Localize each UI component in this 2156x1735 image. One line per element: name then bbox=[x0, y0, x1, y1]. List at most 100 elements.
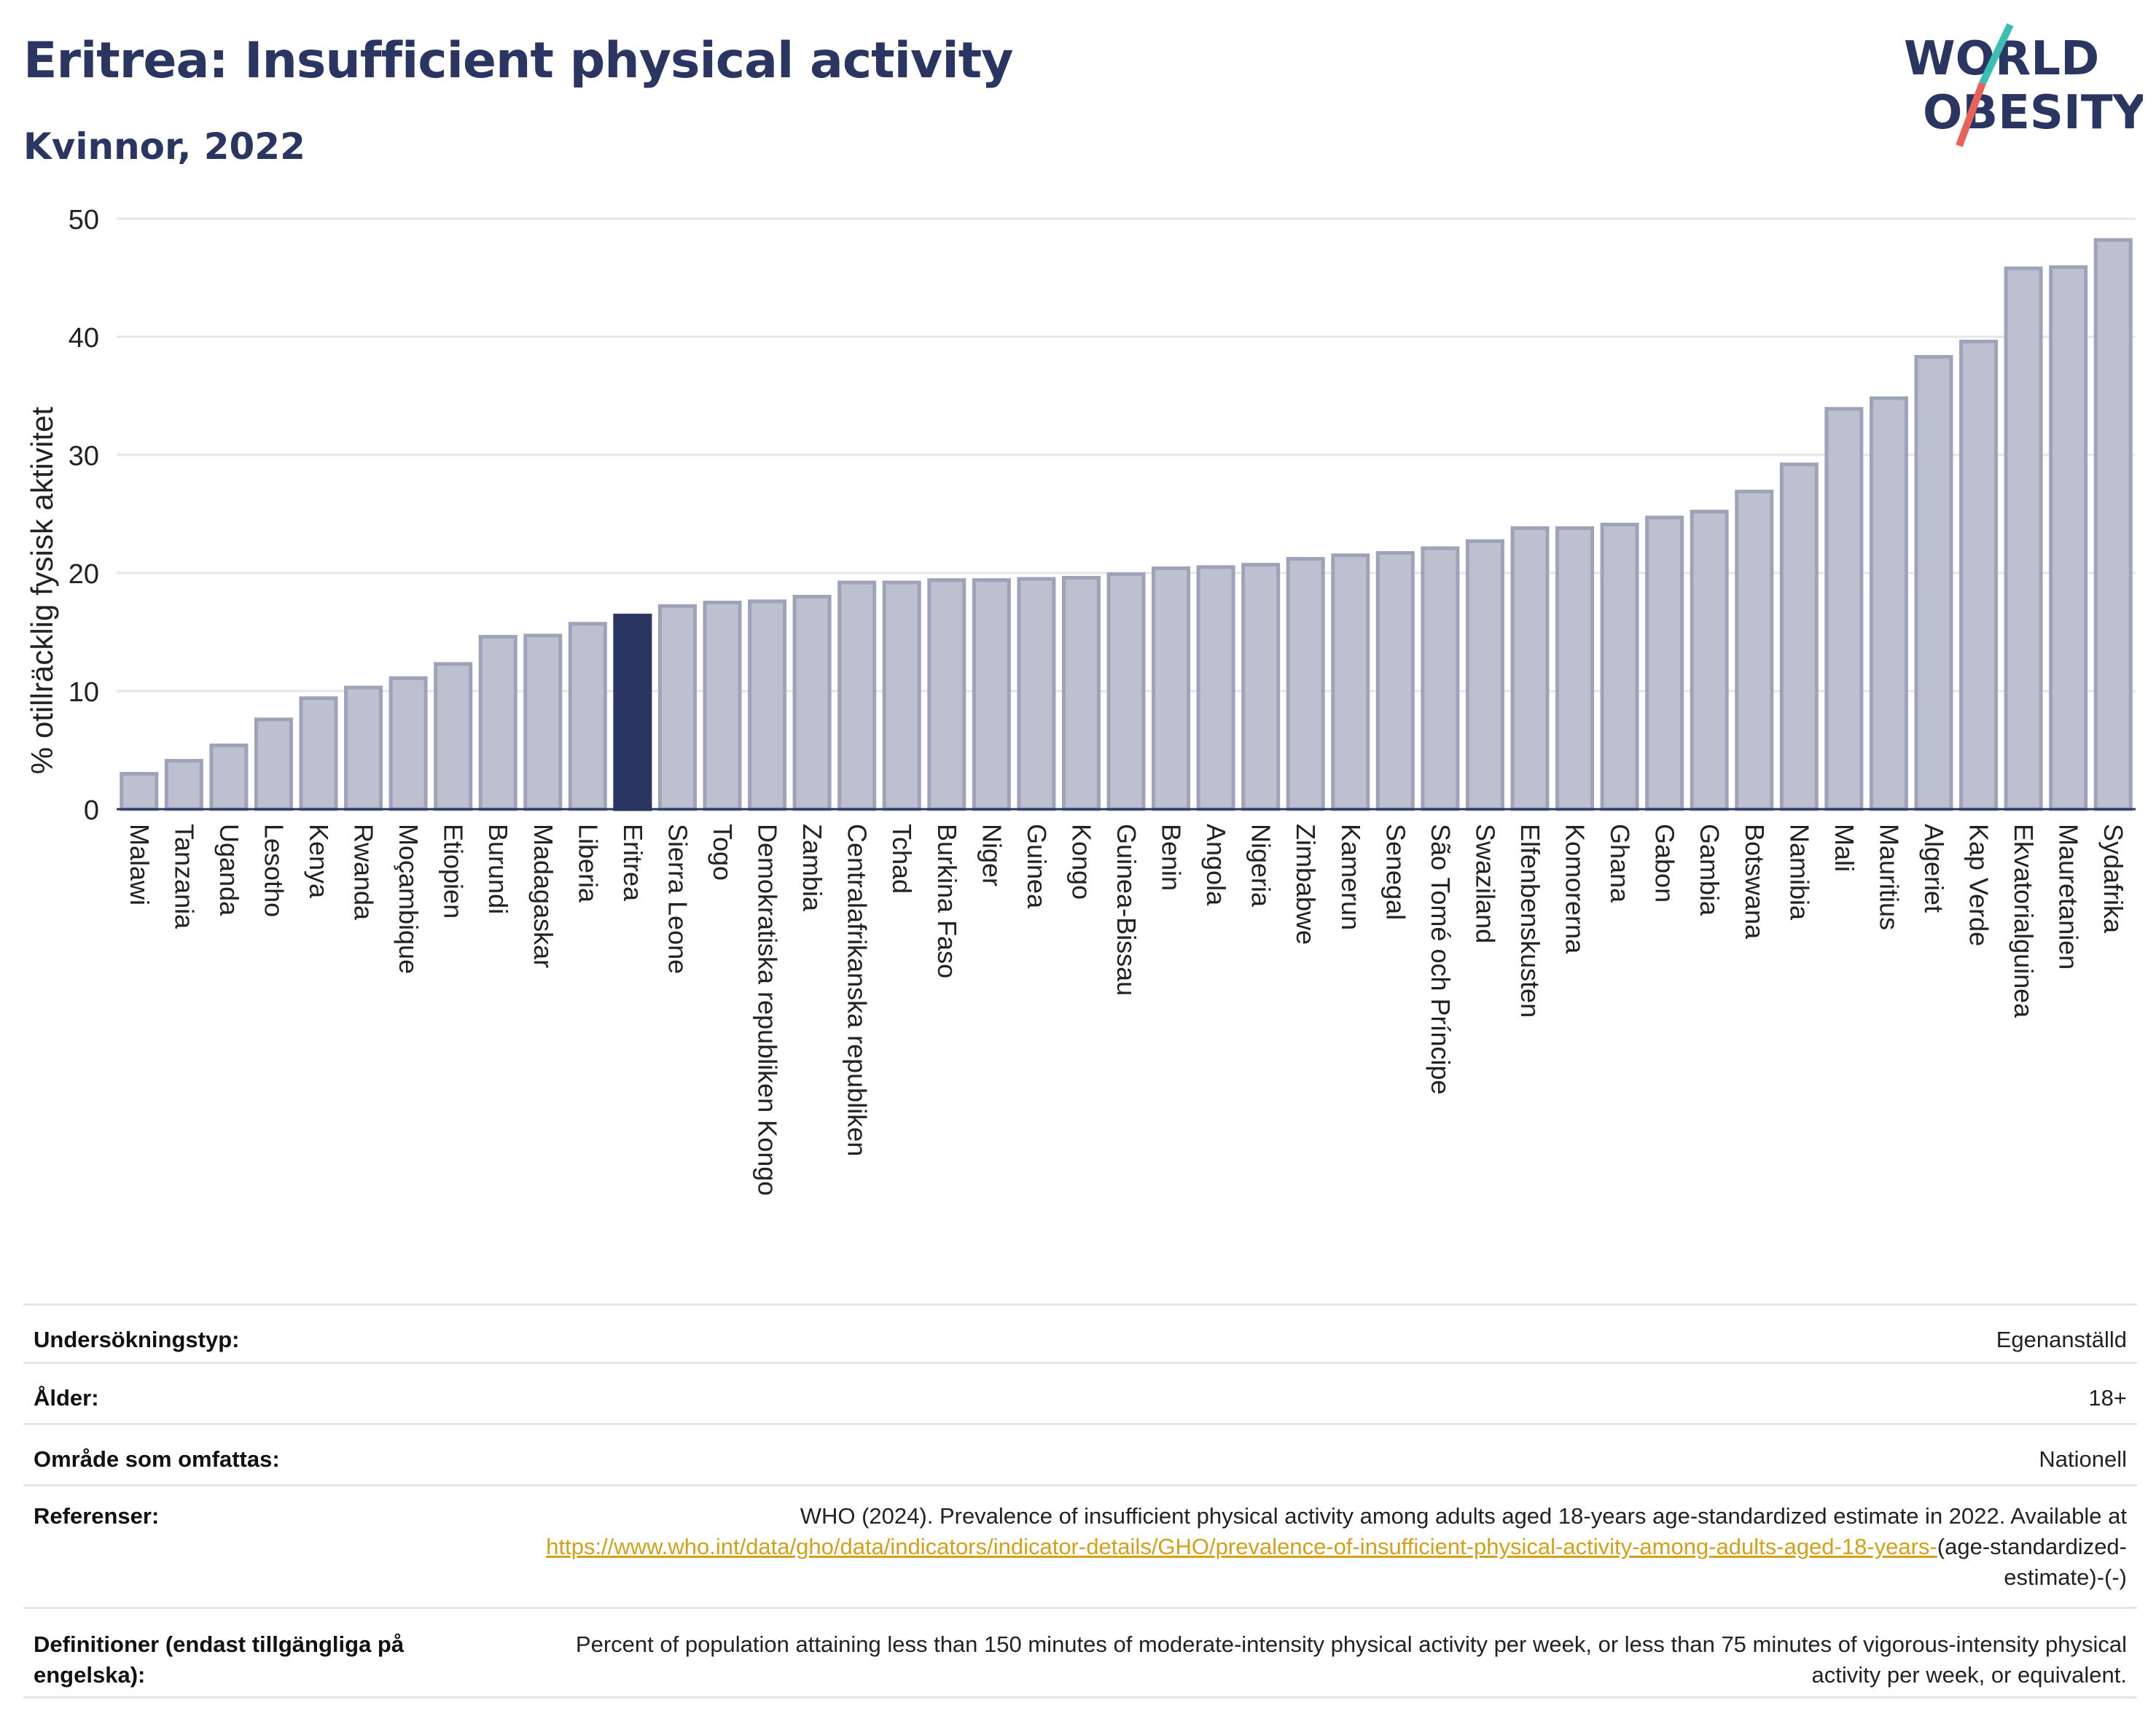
x-tick-label: Kongo bbox=[1066, 824, 1096, 900]
bar-tanzania bbox=[164, 759, 203, 811]
x-tick-label: Zambia bbox=[797, 824, 827, 912]
logo-text-line2: OBESITY bbox=[1923, 86, 2143, 140]
bar-guinea-bissau bbox=[1106, 572, 1146, 811]
info-value: Egenanställd bbox=[1996, 1327, 2127, 1352]
x-tick-label: Zimbabwe bbox=[1291, 824, 1321, 945]
x-tick-label: Kenya bbox=[304, 824, 334, 899]
bar-zimbabwe bbox=[1286, 557, 1325, 811]
bar-malawi bbox=[120, 771, 159, 811]
bar-elfenbenskusten bbox=[1510, 526, 1550, 811]
info-row-survey-type: Undersökningstyp: Egenanställd bbox=[23, 1303, 2137, 1362]
bar-s-o-tom-och-pr-ncipe bbox=[1421, 546, 1460, 811]
info-label: Definitioner (endast tillgängliga på eng… bbox=[34, 1631, 405, 1688]
bar-tchad bbox=[882, 580, 921, 811]
x-tick-label: Guinea bbox=[1022, 824, 1052, 909]
bar-kenya bbox=[299, 696, 338, 811]
x-tick-label: Burkina Faso bbox=[932, 824, 962, 978]
x-tick-label: São Tomé och Príncipe bbox=[1426, 824, 1456, 1095]
x-tick-label: Sydafrika bbox=[2098, 824, 2128, 934]
bar-niger bbox=[972, 578, 1011, 811]
x-tick-label: Nigeria bbox=[1246, 824, 1276, 908]
x-tick-label: Mauritius bbox=[1874, 824, 1904, 930]
info-row-coverage: Område som omfattas: Nationell bbox=[23, 1423, 2137, 1484]
x-tick-label: Etiopien bbox=[439, 824, 469, 919]
x-tick-label: Senegal bbox=[1380, 824, 1410, 920]
info-row-age: Ålder: 18+ bbox=[23, 1362, 2137, 1423]
bar-centralafrikanska-republiken bbox=[837, 580, 877, 811]
bar-zambia bbox=[792, 594, 832, 811]
x-tick-label: Tanzania bbox=[169, 824, 199, 929]
x-tick-label: Burundi bbox=[483, 824, 513, 914]
bar-mali bbox=[1824, 407, 1864, 811]
bar-kap-verde bbox=[1959, 339, 1999, 811]
info-row-definitions: Definitioner (endast tillgängliga på eng… bbox=[23, 1607, 2137, 1699]
bar-mauretanien bbox=[2049, 265, 2088, 811]
x-tick-label: Namibia bbox=[1784, 824, 1814, 921]
bar-gambia bbox=[1690, 510, 1729, 811]
info-label: Område som omfattas: bbox=[34, 1446, 280, 1472]
bar-madagaskar bbox=[523, 633, 563, 811]
bar-mo-ambique bbox=[388, 676, 428, 811]
bar-demokratiska-republiken-kongo bbox=[748, 599, 787, 811]
logo-slash-red bbox=[1956, 82, 1986, 147]
bar-komorerna bbox=[1555, 526, 1595, 811]
y-tick-label: 0 bbox=[84, 795, 99, 826]
x-tick-label: Malawi bbox=[125, 824, 155, 905]
bar-benin bbox=[1152, 566, 1191, 811]
x-tick-label: Demokratiska republiken Kongo bbox=[753, 824, 783, 1196]
y-tick-label: 10 bbox=[69, 677, 99, 708]
info-value: Nationell bbox=[2039, 1446, 2127, 1472]
x-tick-label: Ekvatorialguinea bbox=[2009, 824, 2039, 1018]
bar-etiopien bbox=[434, 662, 473, 811]
bar-liberia bbox=[568, 622, 607, 811]
bar-burundi bbox=[478, 634, 517, 811]
x-tick-label: Uganda bbox=[214, 824, 244, 916]
bar-chart: Malawi Tanzania Uganda Lesotho Kenya Rwanda Mo… bbox=[25, 205, 2136, 1196]
info-value: WHO (2024). Prevalence of insufficient p… bbox=[538, 1501, 2137, 1593]
bar-rwanda bbox=[344, 685, 383, 811]
y-tick-label: 50 bbox=[69, 205, 99, 235]
reference-link[interactable]: https://www.who.int/data/gho/data/indica… bbox=[546, 1534, 1937, 1559]
bar-uganda bbox=[209, 744, 249, 811]
bar-swaziland bbox=[1465, 539, 1504, 811]
bar-kamerun bbox=[1331, 553, 1370, 811]
bar-sierra-leone bbox=[657, 604, 697, 811]
x-tick-label: Gabon bbox=[1650, 824, 1680, 902]
x-tick-label: Kap Verde bbox=[1964, 824, 1994, 946]
x-tick-label: Komorerna bbox=[1561, 824, 1590, 954]
x-tick-label: Benin bbox=[1157, 824, 1187, 891]
info-label: Undersökningstyp: bbox=[34, 1327, 240, 1352]
x-tick-label: Gambia bbox=[1695, 824, 1725, 916]
x-tick-label: Mauretanien bbox=[2054, 824, 2084, 970]
y-tick-label: 40 bbox=[69, 323, 99, 354]
x-tick-label: Centralafrikanska republiken bbox=[843, 824, 872, 1156]
logo-slash-teal bbox=[1979, 23, 2014, 85]
bar-algeriet bbox=[1914, 355, 1953, 811]
x-tick-label: Lesotho bbox=[259, 824, 289, 917]
bar-mauritius bbox=[1869, 396, 1908, 811]
chart-title: Eritrea: Insufficient physical activity bbox=[23, 32, 1013, 90]
bar-angola bbox=[1196, 565, 1235, 811]
x-tick-label: Ghana bbox=[1605, 824, 1635, 903]
bar-guinea bbox=[1017, 577, 1056, 811]
x-tick-label: Liberia bbox=[573, 824, 603, 903]
info-value: Percent of population attaining less tha… bbox=[575, 1631, 2127, 1688]
info-label: Referenser: bbox=[34, 1503, 160, 1529]
x-tick-label: Tchad bbox=[887, 824, 917, 894]
bar-ghana bbox=[1600, 523, 1639, 811]
x-tick-label: Moçambique bbox=[394, 824, 423, 974]
x-tick-label: Elfenbenskusten bbox=[1515, 824, 1545, 1018]
world-obesity-logo: WORLD OBESITY bbox=[1904, 23, 2143, 147]
bar-sydafrika bbox=[2093, 238, 2133, 811]
bar-kongo bbox=[1061, 575, 1101, 811]
x-tick-label: Mali bbox=[1829, 824, 1859, 872]
info-row-references: Referenser: WHO (2024). Prevalence of in… bbox=[23, 1484, 2137, 1607]
y-tick-label: 20 bbox=[69, 559, 99, 590]
x-tick-label: Togo bbox=[708, 824, 738, 881]
bar-senegal bbox=[1375, 550, 1415, 811]
info-table: Undersökningstyp: Egenanställd Ålder: 18… bbox=[23, 1303, 2137, 1699]
bar-burkina-faso bbox=[927, 578, 966, 811]
bar-nigeria bbox=[1241, 563, 1281, 811]
info-value: 18+ bbox=[2088, 1385, 2127, 1411]
bar-namibia bbox=[1779, 462, 1819, 811]
